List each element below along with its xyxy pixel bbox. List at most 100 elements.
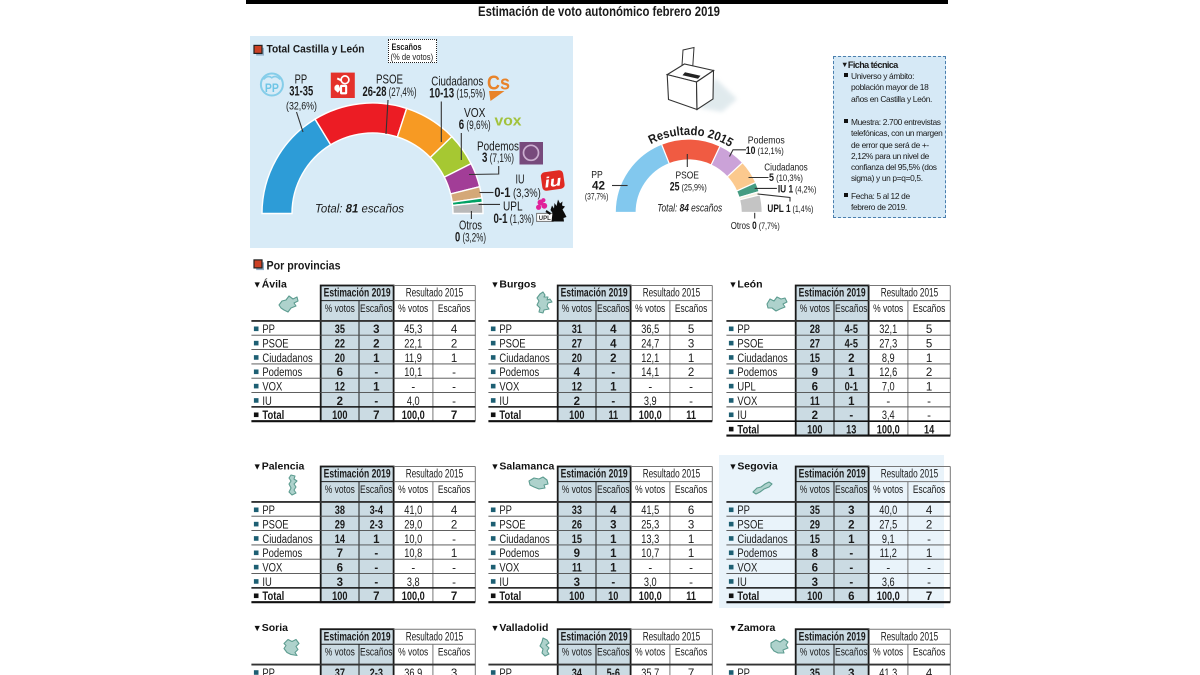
- svg-text:4: 4: [451, 505, 458, 517]
- svg-text:vox: vox: [495, 114, 522, 130]
- svg-text:% votos: % votos: [635, 647, 666, 659]
- svg-text:Escaños: Escaños: [835, 484, 868, 496]
- svg-text:Podemos: Podemos: [748, 135, 785, 147]
- svg-text:1: 1: [926, 382, 932, 394]
- svg-text:27: 27: [810, 339, 820, 351]
- svg-text:100: 100: [332, 591, 347, 603]
- svg-text:▼Zamora: ▼Zamora: [729, 622, 776, 634]
- svg-text:3: 3: [574, 577, 580, 589]
- svg-text:36,9: 36,9: [404, 668, 422, 675]
- svg-text:Ciudadanos: Ciudadanos: [431, 75, 483, 89]
- svg-text:27,3: 27,3: [879, 339, 897, 351]
- svg-text:% votos: % votos: [562, 484, 593, 496]
- svg-text:6: 6: [688, 505, 694, 517]
- svg-text:1: 1: [688, 548, 694, 560]
- svg-text:8: 8: [812, 548, 819, 560]
- svg-text:32,1: 32,1: [879, 324, 897, 336]
- svg-text:-: -: [411, 382, 415, 394]
- svg-text:1: 1: [610, 534, 617, 546]
- svg-text:4: 4: [610, 339, 617, 351]
- svg-text:-: -: [927, 396, 931, 408]
- svg-text:Ciudadanos: Ciudadanos: [499, 353, 550, 365]
- svg-text:Ciudadanos: Ciudadanos: [737, 353, 788, 365]
- svg-text:PP: PP: [262, 324, 275, 336]
- svg-text:11: 11: [572, 563, 582, 575]
- svg-text:Podemos: Podemos: [477, 140, 519, 154]
- svg-text:VOX: VOX: [499, 382, 519, 394]
- svg-text:% votos: % votos: [873, 647, 904, 659]
- svg-text:-: -: [452, 367, 456, 379]
- svg-text:35: 35: [810, 505, 821, 517]
- svg-text:100,0: 100,0: [402, 591, 425, 603]
- svg-text:14: 14: [924, 425, 935, 437]
- svg-text:Estimación 2019: Estimación 2019: [561, 469, 628, 481]
- svg-text:Estimación 2019: Estimación 2019: [561, 288, 628, 300]
- svg-text:PSOE: PSOE: [737, 520, 763, 532]
- svg-text:-: -: [886, 563, 890, 575]
- svg-text:4: 4: [451, 324, 458, 336]
- svg-text:3,6: 3,6: [882, 577, 895, 589]
- svg-text:-: -: [849, 563, 853, 575]
- svg-text:Escaños: Escaños: [913, 303, 946, 315]
- svg-text:100,0: 100,0: [402, 410, 425, 422]
- svg-text:-: -: [452, 577, 456, 589]
- svg-text:-: -: [849, 577, 853, 589]
- svg-text:40,0: 40,0: [879, 505, 897, 517]
- svg-text:15: 15: [810, 353, 821, 365]
- svg-text:PP: PP: [295, 73, 308, 87]
- svg-text:35: 35: [335, 324, 346, 336]
- svg-text:2-3: 2-3: [370, 520, 383, 532]
- svg-text:% votos: % votos: [562, 303, 593, 315]
- svg-text:1: 1: [373, 534, 380, 546]
- svg-text:▼Valladolid: ▼Valladolid: [491, 622, 549, 634]
- svg-text:PP: PP: [737, 505, 750, 517]
- svg-text:% votos: % votos: [800, 484, 831, 496]
- svg-text:35,7: 35,7: [641, 668, 659, 675]
- svg-text:36,5: 36,5: [641, 324, 659, 336]
- svg-text:PP: PP: [737, 668, 750, 675]
- svg-text:Ciudadanos: Ciudadanos: [499, 534, 550, 546]
- svg-text:UPL: UPL: [503, 200, 523, 214]
- svg-text:% votos: % votos: [325, 303, 356, 315]
- svg-text:IU: IU: [516, 173, 525, 187]
- svg-text:29,0: 29,0: [404, 520, 422, 532]
- svg-text:IU: IU: [737, 410, 746, 422]
- svg-text:25 (25,9%): 25 (25,9%): [670, 182, 707, 194]
- svg-text:-: -: [452, 396, 456, 408]
- svg-text:▼Soria: ▼Soria: [253, 622, 288, 634]
- svg-text:Ciudadanos: Ciudadanos: [262, 534, 313, 546]
- svg-text:Escaños: Escaños: [835, 303, 868, 315]
- svg-text:2: 2: [812, 410, 818, 422]
- svg-text:PSOE: PSOE: [262, 520, 288, 532]
- svg-text:7: 7: [373, 591, 379, 603]
- svg-text:▼Segovia: ▼Segovia: [729, 460, 778, 472]
- svg-text:Total: Total: [737, 425, 759, 437]
- svg-text:-: -: [648, 563, 652, 575]
- svg-text:3 (7,1%): 3 (7,1%): [482, 150, 514, 165]
- svg-text:% votos: % votos: [800, 303, 831, 315]
- svg-text:3-4: 3-4: [370, 505, 384, 517]
- svg-text:PP: PP: [265, 83, 279, 95]
- svg-text:-: -: [927, 563, 931, 575]
- svg-text:20: 20: [572, 353, 582, 365]
- svg-text:PP: PP: [262, 505, 275, 517]
- svg-text:% votos: % votos: [562, 647, 593, 659]
- svg-text:Resultado 2015: Resultado 2015: [406, 631, 464, 643]
- svg-text:12: 12: [572, 382, 582, 394]
- svg-text:-: -: [886, 396, 890, 408]
- svg-text:Podemos: Podemos: [737, 367, 777, 379]
- svg-text:UPL: UPL: [539, 216, 551, 222]
- svg-text:Total: Total: [499, 591, 521, 603]
- svg-text:-: -: [374, 563, 378, 575]
- svg-text:Estimación 2019: Estimación 2019: [799, 631, 866, 643]
- svg-text:2: 2: [451, 339, 457, 351]
- svg-text:2: 2: [610, 353, 616, 365]
- svg-text:-: -: [452, 382, 456, 394]
- svg-text:-: -: [611, 367, 615, 379]
- svg-text:-: -: [374, 548, 378, 560]
- svg-text:Estimación 2019: Estimación 2019: [561, 631, 628, 643]
- svg-text:VOX: VOX: [737, 396, 757, 408]
- svg-text:100: 100: [569, 410, 584, 422]
- svg-text:100: 100: [807, 425, 822, 437]
- svg-text:1: 1: [373, 382, 380, 394]
